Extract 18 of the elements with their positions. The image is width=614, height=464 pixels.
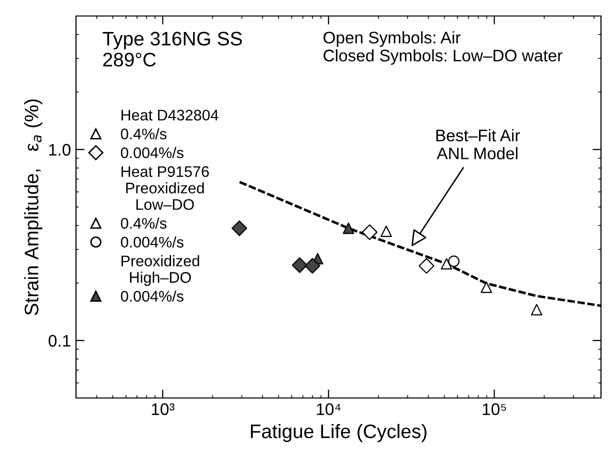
legend-label: 0.4%/s bbox=[120, 128, 166, 140]
legend-label: 0.004%/s bbox=[120, 290, 184, 302]
annotation: Open Symbols: Air Closed Symbols: Low–DO water bbox=[324, 31, 562, 65]
y-axis-title: Strain Amplitude, ε$_{a}$ (%) bbox=[24, 99, 42, 316]
annotation: Best–Fit Air ANL Model bbox=[436, 129, 520, 160]
legend-label: 0.004%/s bbox=[120, 146, 184, 158]
annotation: Type 316NG SS 289°C bbox=[102, 32, 242, 67]
y-tick-label: 1.0 bbox=[49, 144, 70, 156]
annotation: Heat P91576 Preoxidized Low–DO bbox=[122, 166, 209, 210]
x-tick-label: 10³ bbox=[152, 403, 174, 416]
x-tick-label: 10⁴ bbox=[316, 403, 341, 416]
annotation: Preoxidized High–DO bbox=[122, 255, 200, 286]
legend-label: 0.004%/s bbox=[120, 236, 184, 248]
x-axis-title: Fatigue Life (Cycles) bbox=[250, 424, 426, 442]
y-tick-label: 0.1 bbox=[48, 334, 70, 347]
legend-label: 0.4%/s bbox=[120, 218, 166, 229]
annotation: Heat D432804 bbox=[122, 110, 218, 121]
x-tick-label: 10⁵ bbox=[482, 403, 506, 416]
